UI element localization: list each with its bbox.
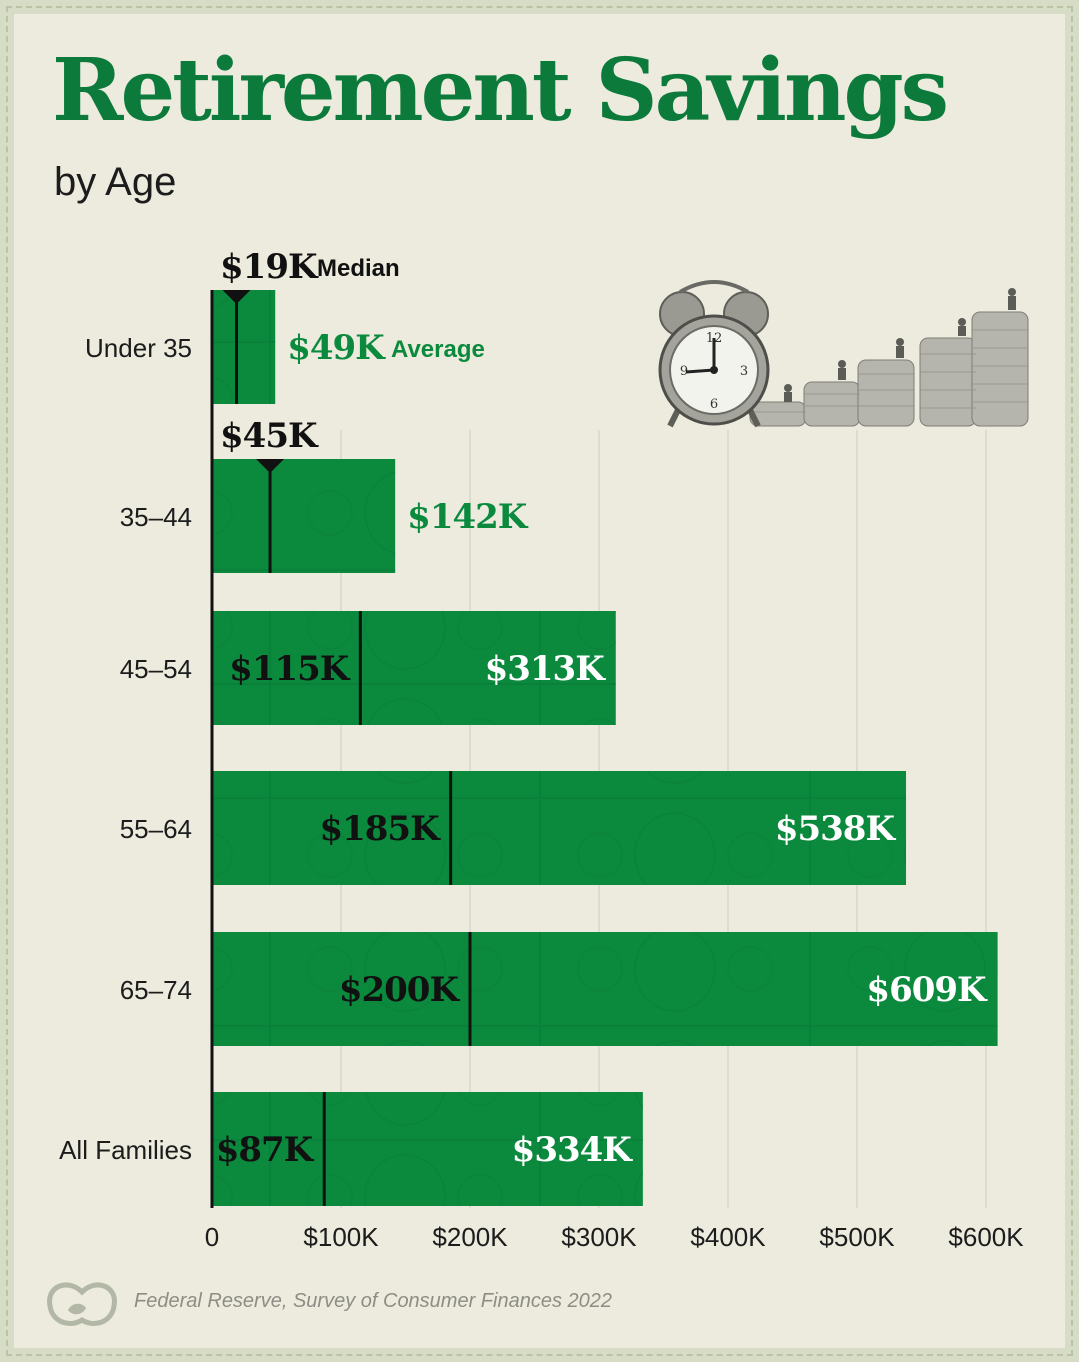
category-label: All Families [59, 1135, 192, 1165]
average-bar-texture [212, 459, 396, 573]
median-pointer [256, 459, 285, 473]
alarm-clock-and-coin-stacks-icon: 12 3 6 9 [658, 280, 1029, 428]
source-note: Federal Reserve, Survey of Consumer Fina… [134, 1290, 613, 1312]
visual-capitalist-logo-icon [47, 1282, 117, 1326]
median-value-label: $45K [220, 416, 319, 456]
x-axis: 0 $100K $200K $300K $400K $500K $600K [205, 290, 1024, 1252]
bars-layer [212, 290, 998, 1206]
average-value-label: $142K [407, 497, 529, 537]
average-legend-word: Average [391, 336, 485, 363]
median-value-label: $200K [339, 970, 461, 1010]
x-tick-label: 0 [205, 1222, 219, 1252]
average-bar-texture [212, 290, 276, 404]
median-value-label: $185K [319, 809, 441, 849]
chart-title: Retirement Savings [52, 40, 949, 141]
average-value-label: $334K [512, 1130, 634, 1170]
category-label: 65–74 [120, 975, 192, 1005]
average-value-label: $538K [775, 809, 897, 849]
average-bar-texture [212, 932, 998, 1046]
x-tick-label: $600K [948, 1222, 1024, 1252]
x-tick-label: $100K [303, 1222, 379, 1252]
median-value-label: $115K [229, 649, 351, 689]
average-bar-texture [212, 611, 616, 725]
category-label: 55–64 [120, 814, 192, 844]
svg-text:3: 3 [740, 364, 748, 379]
average-bar-texture [212, 1092, 643, 1206]
average-value-label: $49K [287, 328, 386, 368]
svg-text:9: 9 [680, 364, 688, 379]
category-label: 45–54 [120, 654, 192, 684]
x-tick-label: $500K [819, 1222, 895, 1252]
median-legend-word: Median [317, 255, 400, 282]
svg-text:6: 6 [710, 397, 718, 412]
labels-layer: Under 35 $19K Median $49K Average 35–44 $45K $1… [59, 247, 989, 1170]
x-tick-label: $400K [690, 1222, 766, 1252]
median-value-label: $19K [220, 247, 319, 287]
x-tick-label: $200K [432, 1222, 508, 1252]
median-value-label: $87K [216, 1130, 315, 1170]
median-pointer [222, 290, 251, 304]
x-tick-label: $300K [561, 1222, 637, 1252]
average-value-label: $313K [485, 649, 607, 689]
average-value-label: $609K [866, 970, 988, 1010]
average-bar-texture [212, 771, 907, 885]
chart-subtitle: by Age [54, 160, 177, 204]
category-label: Under 35 [85, 333, 192, 363]
category-label: 35–44 [120, 502, 192, 532]
